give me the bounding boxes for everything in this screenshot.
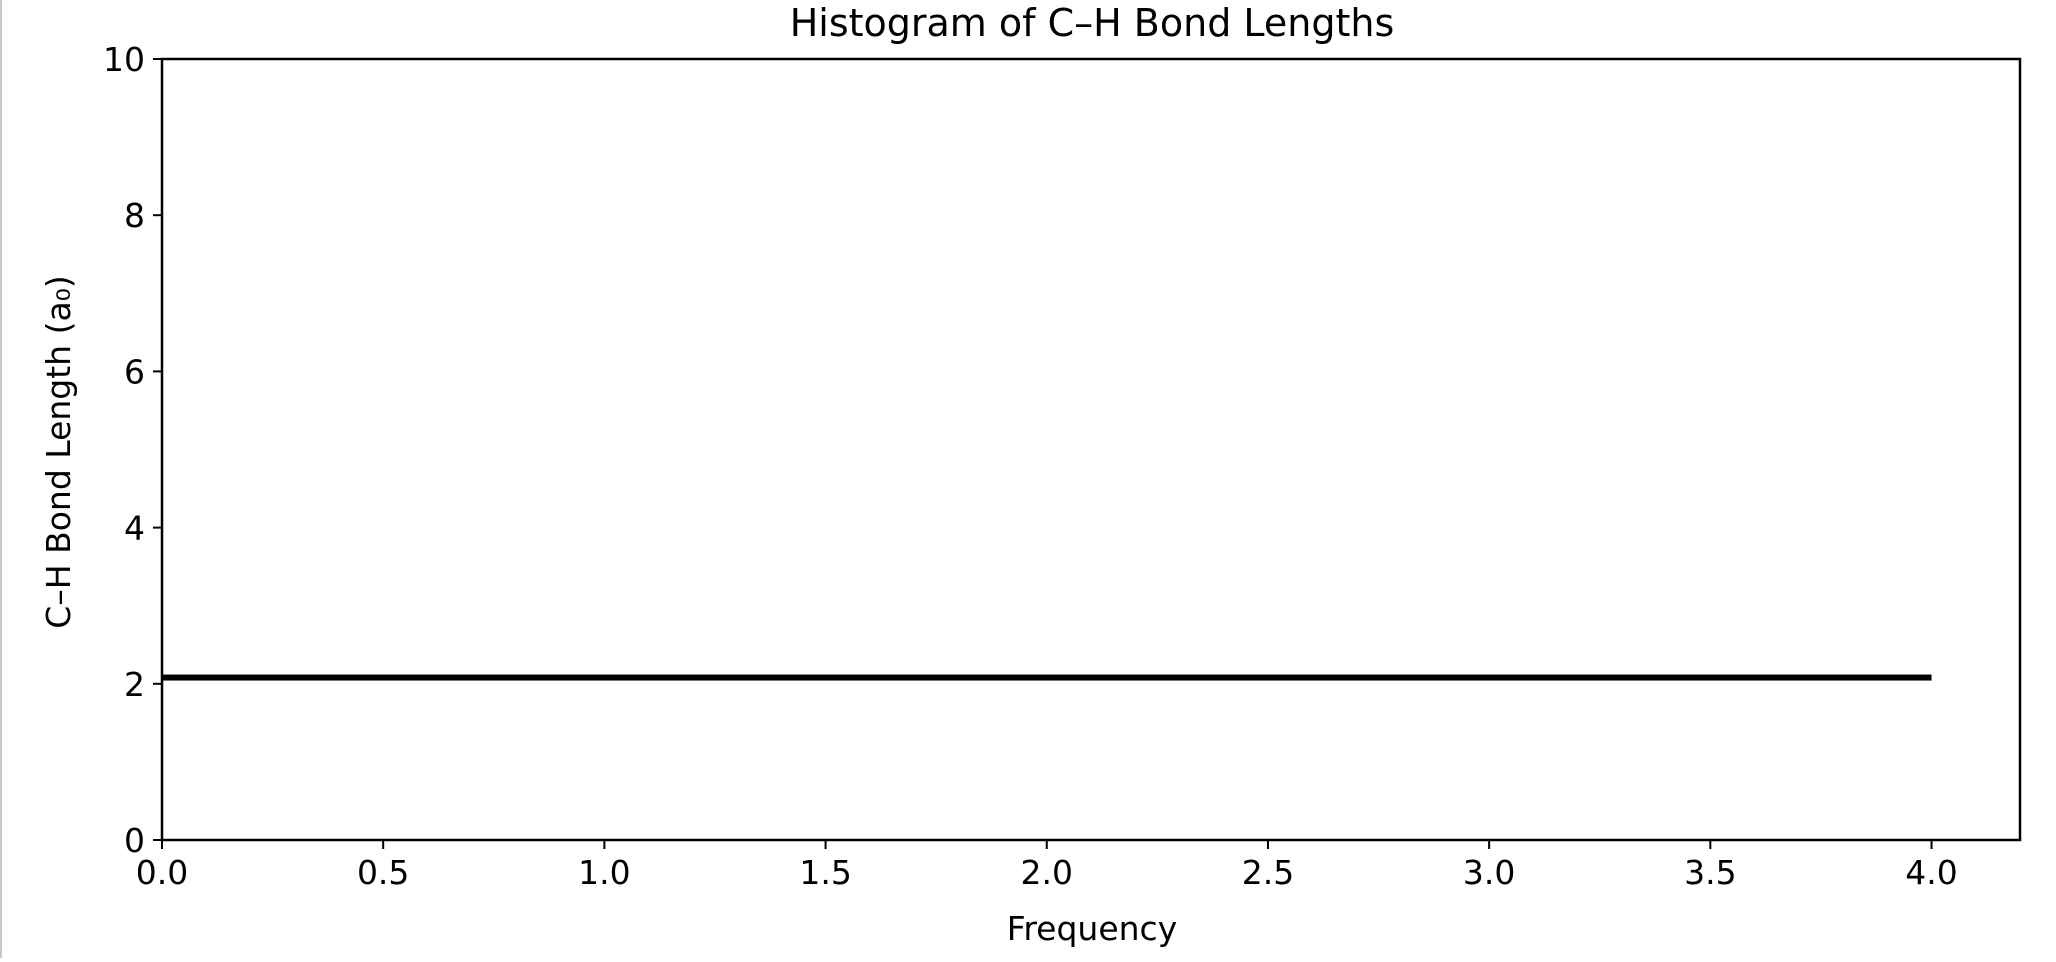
- x-tick-label: 1.0: [578, 853, 630, 892]
- x-tick-label: 3.5: [1684, 853, 1736, 892]
- bars-group: [161, 634, 1932, 721]
- plot-area: [160, 57, 2022, 842]
- y-tick-label: 2: [124, 665, 145, 704]
- y-tick-label: 6: [124, 352, 145, 391]
- x-axis-label: Frequency: [1007, 909, 1177, 948]
- x-tick-label: 4.0: [1905, 853, 1957, 892]
- x-tick-label: 0.5: [357, 853, 409, 892]
- x-axis-ticks: 0.0 0.5 1.0 1.5 2.0 2.5 3.0 3.5 4.0: [136, 840, 1958, 892]
- y-tick-label: 4: [124, 509, 145, 548]
- chart-title: Histogram of C–H Bond Lengths: [790, 1, 1395, 45]
- x-tick-label: 2.5: [1242, 853, 1294, 892]
- axes-frame: [160, 57, 2022, 842]
- y-axis-label: C–H Bond Length (a₀): [39, 275, 78, 629]
- y-axis-ticks: 0 2 4 6 8 10: [103, 40, 162, 860]
- y-tick-label: 10: [103, 40, 145, 79]
- y-tick-label: 8: [124, 196, 145, 235]
- x-tick-label: 0.0: [136, 853, 188, 892]
- y-tick-label: 0: [124, 821, 145, 860]
- x-tick-label: 3.0: [1463, 853, 1515, 892]
- x-tick-label: 2.0: [1021, 853, 1073, 892]
- x-tick-label: 1.5: [799, 853, 851, 892]
- histogram-bar: [162, 674, 1932, 681]
